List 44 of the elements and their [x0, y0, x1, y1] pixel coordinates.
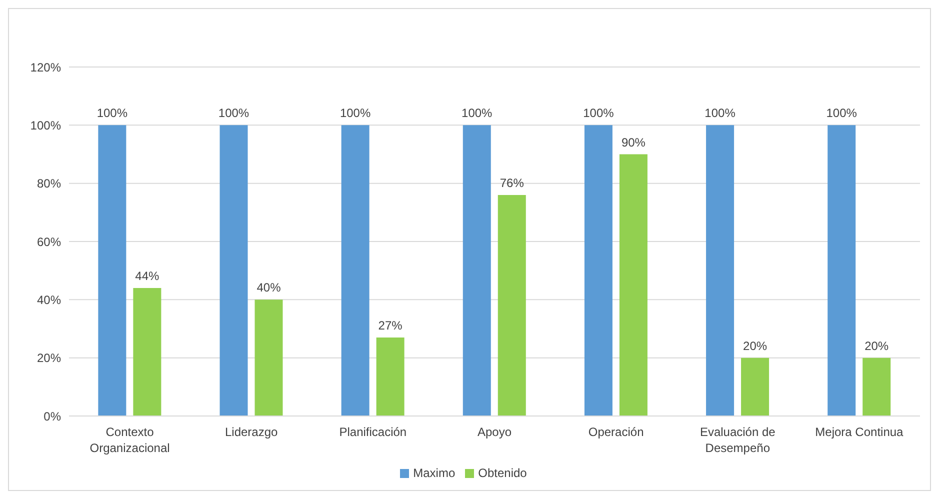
bar — [254, 300, 283, 416]
data-label: 100% — [704, 106, 736, 120]
bar — [741, 358, 770, 416]
y-tick-label: 120% — [30, 60, 62, 74]
data-label: 76% — [500, 176, 524, 190]
data-label: 20% — [743, 338, 768, 353]
x-tick-label: Operación — [588, 425, 644, 439]
x-tick-label: Planificación — [339, 425, 407, 439]
x-tick-label: Liderazgo — [225, 425, 278, 439]
y-tick-label: 100% — [30, 118, 62, 132]
data-label: 44% — [135, 269, 160, 284]
bar — [828, 125, 856, 416]
x-tick-label: Apoyo — [477, 425, 512, 439]
data-label: 100% — [96, 106, 128, 120]
y-tick-label: 80% — [36, 176, 62, 191]
data-label: 100% — [826, 106, 858, 120]
bar — [862, 358, 891, 416]
data-label: 100% — [218, 106, 250, 120]
bar — [220, 125, 248, 416]
legend-label: Obtenido — [478, 466, 527, 480]
bar — [619, 154, 648, 416]
bar — [462, 125, 491, 416]
data-label: 100% — [462, 106, 493, 120]
data-label: 20% — [864, 338, 889, 353]
y-tick-label: 40% — [36, 292, 62, 307]
legend-label: Maximo — [413, 466, 456, 480]
data-label: 100% — [583, 106, 614, 120]
bar — [133, 288, 162, 416]
bar — [98, 125, 126, 416]
y-tick-label: 20% — [36, 351, 62, 366]
x-tick-label: Contexto Organizacional — [90, 425, 170, 455]
bar — [706, 125, 734, 416]
data-label: 40% — [256, 280, 282, 295]
x-tick-label: Evaluación de Desempeño — [700, 425, 776, 455]
bar — [376, 337, 404, 416]
x-tick-label: Mejora Continua — [815, 425, 904, 439]
y-tick-label: 60% — [36, 234, 62, 249]
data-label: 100% — [340, 106, 371, 120]
data-label: 27% — [378, 318, 403, 332]
bar — [498, 194, 526, 416]
bar — [584, 125, 612, 416]
data-label: 90% — [621, 135, 646, 150]
bar — [341, 125, 370, 416]
y-tick-label: 0% — [44, 409, 62, 424]
